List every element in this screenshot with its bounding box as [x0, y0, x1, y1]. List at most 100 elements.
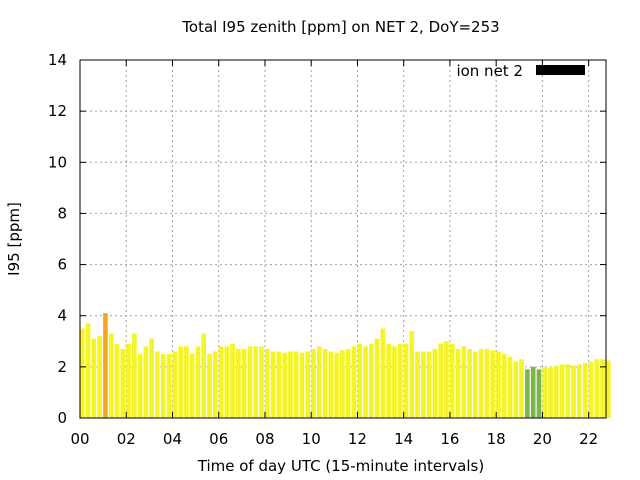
bar [85, 323, 91, 418]
bar [345, 348, 351, 418]
bar [160, 354, 166, 418]
legend-swatch [536, 65, 585, 75]
bar [530, 366, 536, 418]
bar [322, 348, 328, 418]
x-axis-label: Time of day UTC (15-minute intervals) [197, 457, 484, 475]
y-axis-label: I95 [ppm] [5, 202, 23, 276]
bar [351, 346, 357, 418]
x-tick-label: 16 [440, 430, 459, 448]
bar [189, 354, 195, 418]
bar [519, 359, 524, 418]
bar [421, 351, 426, 418]
y-tick-label: 6 [57, 256, 67, 274]
bar [397, 343, 403, 418]
x-tick-label: 12 [348, 430, 367, 448]
bar [409, 331, 415, 418]
bar [438, 343, 443, 418]
bar [132, 333, 137, 418]
bar [473, 351, 478, 418]
bar [444, 341, 449, 418]
bar [143, 346, 149, 418]
bar [496, 351, 501, 418]
legend: ion net 2 [456, 62, 585, 80]
bar [449, 343, 455, 418]
bar [571, 365, 576, 418]
x-tick-label: 22 [579, 430, 598, 448]
bar [299, 352, 305, 418]
bar [363, 346, 368, 418]
bar [108, 333, 114, 418]
bar [525, 369, 530, 418]
bar [548, 366, 553, 418]
bar [536, 369, 542, 418]
x-tick-label: 00 [70, 430, 89, 448]
bar [565, 364, 571, 418]
bar [340, 350, 345, 418]
bar [553, 365, 559, 418]
bar [264, 348, 270, 418]
legend-label: ion net 2 [456, 62, 523, 80]
x-tick-label: 04 [163, 430, 182, 448]
y-tick-label: 2 [57, 358, 67, 376]
bar [236, 348, 241, 418]
bar [149, 338, 154, 418]
bar [241, 348, 247, 418]
bar [542, 366, 548, 418]
bar [224, 346, 230, 418]
bar [293, 351, 299, 418]
bar [253, 346, 259, 418]
bar [461, 346, 467, 418]
x-tick-label: 14 [394, 430, 413, 448]
bar [478, 348, 484, 418]
bar [305, 351, 311, 418]
x-tick-label: 02 [117, 430, 136, 448]
bars [80, 313, 611, 418]
bar [178, 346, 183, 418]
bar [507, 356, 513, 418]
bar [195, 346, 201, 418]
bar [114, 343, 120, 418]
y-tick-label: 14 [48, 51, 67, 69]
bar [270, 351, 276, 418]
x-tick-label: 18 [487, 430, 506, 448]
bar [80, 328, 85, 418]
bar [594, 359, 600, 418]
bar [155, 351, 160, 418]
x-tick-label: 20 [533, 430, 552, 448]
bar [484, 348, 490, 418]
bar [103, 313, 108, 418]
bar [582, 363, 588, 418]
plot-frame [79, 59, 607, 419]
bar [316, 346, 322, 418]
bar [184, 346, 189, 418]
y-tick-label: 10 [48, 153, 67, 171]
bar [91, 338, 97, 418]
bar [137, 354, 143, 418]
bar [455, 348, 461, 418]
bar [577, 364, 582, 418]
bar [467, 348, 472, 418]
bar [426, 351, 432, 418]
bar [212, 351, 218, 418]
bar [513, 361, 519, 418]
x-tick-label: 10 [302, 430, 321, 448]
bar [415, 351, 420, 418]
bar [282, 352, 287, 418]
bar [559, 364, 565, 418]
bar [166, 354, 172, 418]
bar [172, 351, 178, 418]
bar [288, 351, 293, 418]
bar [97, 336, 102, 418]
bar [600, 359, 605, 418]
bar [311, 348, 316, 418]
bar [230, 343, 235, 418]
bar [369, 343, 374, 418]
bar [501, 354, 507, 418]
bar [386, 343, 391, 418]
bar [432, 348, 438, 418]
bar [201, 333, 207, 418]
bar [276, 351, 282, 418]
bar [606, 360, 611, 418]
x-tick-label: 06 [209, 430, 228, 448]
